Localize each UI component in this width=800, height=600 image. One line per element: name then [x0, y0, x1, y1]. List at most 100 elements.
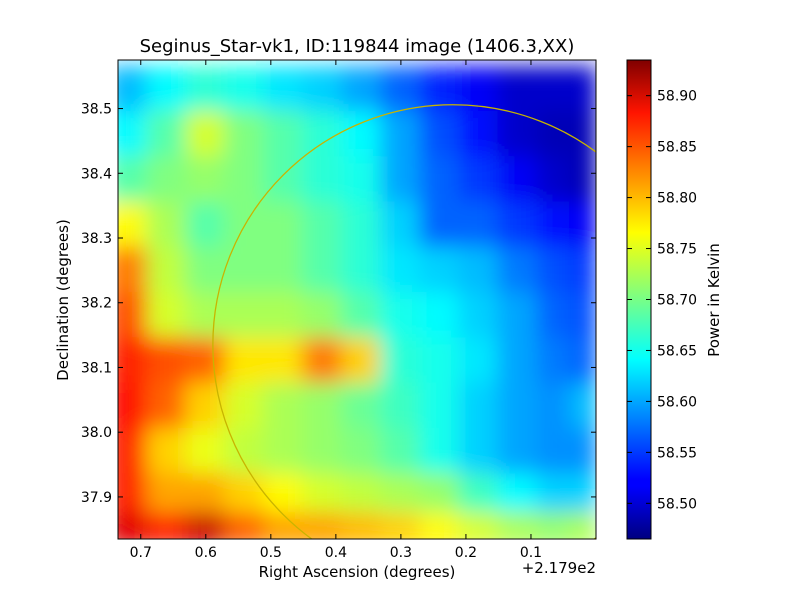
y-axis-label: Declination (degrees): [54, 219, 72, 381]
heatmap-cell: [536, 512, 571, 539]
heatmap-cell: [146, 337, 188, 385]
chart-title: Seginus_Star-vk1, ID:119844 image (1406.…: [140, 36, 575, 57]
colorbar-tick-label: 58.70: [657, 293, 697, 309]
heatmap-cell: [419, 473, 461, 515]
heatmap-cell: [224, 65, 266, 113]
heatmap-cell: [185, 512, 227, 539]
heatmap-cell: [536, 201, 571, 249]
heatmap-cell: [568, 246, 596, 295]
heatmap-cell: [185, 110, 227, 159]
heatmap-cell: [536, 473, 571, 515]
heatmap-cell: [185, 201, 227, 249]
heatmap-cell: [302, 65, 344, 113]
y-tick-label: 38.0: [81, 425, 112, 441]
heatmap-cell: [341, 201, 383, 249]
heatmap-cell: [458, 512, 500, 539]
heatmap-cell: [118, 512, 149, 539]
x-tick-label: 0.6: [195, 545, 217, 561]
y-axis-ticks: 37.9 38.0 38.1 38.2 38.3 38.4 38.5: [81, 102, 596, 506]
colorbar-tick-label: 58.75: [657, 242, 697, 258]
heatmap-cell: [146, 246, 188, 295]
heatmap-cell: [224, 110, 266, 159]
colorbar-ticks: 58.50 58.55 58.60 58.65 58.70 58.75 58.80 58.85…: [627, 89, 697, 512]
heatmap-field: [118, 65, 596, 539]
heatmap-cell: [380, 382, 422, 430]
heatmap-cell: [341, 65, 383, 113]
heatmap-cell: [302, 156, 344, 204]
x-tick-label: 0.7: [130, 545, 152, 561]
heatmap-cell: [146, 382, 188, 430]
heatmap-cell: [302, 427, 344, 476]
heatmap-cell: [458, 337, 500, 385]
heatmap-cell: [419, 110, 461, 159]
heatmap-cell: [302, 473, 344, 515]
heatmap-cell: [568, 110, 596, 159]
y-tick-label: 38.5: [81, 102, 112, 118]
heatmap-cell: [185, 65, 227, 113]
heatmap-cell: [536, 110, 571, 159]
heatmap-cell: [497, 246, 539, 295]
heatmap-cell: [302, 292, 344, 340]
heatmap-cell: [302, 246, 344, 295]
heatmap-cell: [536, 156, 571, 204]
heatmap-cell: [458, 382, 500, 430]
heatmap-cell: [185, 292, 227, 340]
heatmap-cell: [419, 337, 461, 385]
heatmap-cell: [568, 512, 596, 539]
heatmap-cell: [341, 512, 383, 539]
x-tick-label: 0.4: [325, 545, 347, 561]
heatmap-cell: [118, 427, 149, 476]
heatmap-cell: [263, 473, 305, 515]
heatmap-cell: [497, 382, 539, 430]
heatmap-cell: [419, 156, 461, 204]
heatmap-cell: [263, 110, 305, 159]
heatmap-cell: [536, 337, 571, 385]
heatmap-cell: [458, 246, 500, 295]
heatmap-cell: [146, 292, 188, 340]
heatmap-cell: [263, 65, 305, 113]
heatmap-cell: [380, 292, 422, 340]
heatmap-cell: [302, 337, 344, 385]
heatmap-cell: [263, 382, 305, 430]
x-offset-label: +2.179e2: [522, 559, 596, 577]
heatmap-cell: [341, 337, 383, 385]
heatmap-cell: [185, 246, 227, 295]
heatmap-cell: [536, 246, 571, 295]
heatmap-cell: [568, 201, 596, 249]
heatmap-cell: [118, 382, 149, 430]
heatmap-cell: [380, 201, 422, 249]
y-tick-label: 37.9: [81, 490, 112, 506]
y-tick-label: 38.4: [81, 166, 112, 182]
heatmap-cell: [302, 382, 344, 430]
heatmap-cell: [263, 337, 305, 385]
heatmap-cell: [118, 246, 149, 295]
heatmap-cell: [341, 427, 383, 476]
heatmap-cell: [302, 512, 344, 539]
heatmap-cell: [146, 110, 188, 159]
x-tick-label: 0.1: [520, 545, 542, 561]
heatmap-cell: [497, 292, 539, 340]
heatmap-cell: [419, 201, 461, 249]
colorbar-tick-label: 58.60: [657, 394, 697, 410]
heatmap-cell: [263, 292, 305, 340]
heatmap-cell: [263, 427, 305, 476]
heatmap-cell: [497, 156, 539, 204]
heatmap-cell: [341, 110, 383, 159]
x-tick-label: 0.2: [455, 545, 477, 561]
heatmap-cell: [380, 65, 422, 113]
heatmap-cell: [419, 427, 461, 476]
heatmap-cell: [146, 473, 188, 515]
heatmap-cell: [458, 201, 500, 249]
heatmap-cell: [568, 427, 596, 476]
heatmap-cell: [536, 65, 571, 113]
x-axis-label: Right Ascension (degrees): [259, 563, 456, 581]
heatmap-cell: [185, 337, 227, 385]
heatmap-cell: [185, 382, 227, 430]
heatmap-cell: [458, 156, 500, 204]
heatmap-cell: [380, 337, 422, 385]
heatmap-cell: [568, 337, 596, 385]
heatmap-cell: [263, 156, 305, 204]
heatmap-cell: [458, 292, 500, 340]
heatmap-cell: [341, 246, 383, 295]
